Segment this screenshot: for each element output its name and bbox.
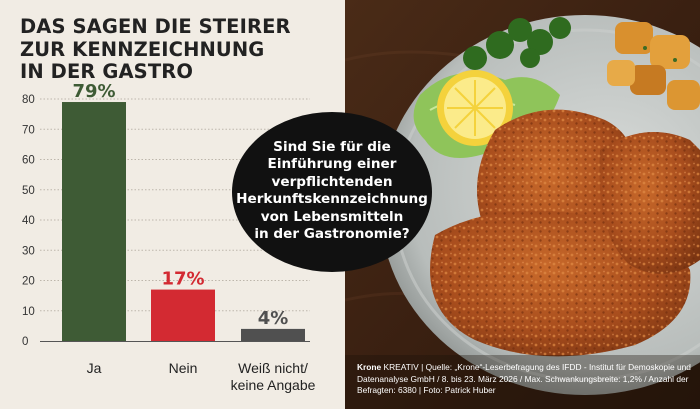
y-tick-label: 10 — [22, 306, 35, 318]
category-label: Ja — [87, 360, 102, 376]
source-credit: Krone KREATIV | Quelle: „Krone“-Leserbef… — [357, 362, 693, 397]
question-line: Sind Sie für die — [273, 138, 391, 155]
question-text: Sind Sie für die Einführung einer verpfl… — [236, 139, 428, 244]
question-line: Einführung einer — [267, 156, 397, 172]
question-line: Herkunftskennzeichnung — [236, 191, 428, 207]
title-line: DAS SAGEN DIE STEIRER — [20, 15, 291, 38]
category-label: Nein — [169, 360, 198, 376]
y-tick-label: 50 — [22, 185, 35, 197]
bar — [151, 289, 215, 341]
value-label: 79% — [72, 81, 115, 102]
y-tick-label: 80 — [22, 94, 35, 106]
bar — [62, 102, 126, 342]
y-tick-label: 20 — [22, 276, 35, 288]
chart-title: DAS SAGEN DIE STEIRER ZUR KENNZEICHNUNG … — [20, 15, 291, 84]
value-label: 17% — [161, 269, 204, 290]
category-label: Weiß nicht/ — [238, 360, 308, 376]
question-line: in der Gastronomie? — [254, 226, 410, 242]
brand-name: Krone — [357, 362, 382, 372]
question-line: verpflichtenden — [271, 173, 393, 190]
brand-suffix: KREATIV — [381, 362, 419, 372]
title-line: IN DER GASTRO — [20, 60, 194, 83]
category-label: keine Angabe — [231, 377, 316, 393]
credit-text: | Quelle: „Krone“-Leserbefragung des IFD… — [357, 362, 691, 396]
y-tick-label: 40 — [22, 215, 35, 227]
value-label: 4% — [258, 308, 289, 329]
bar — [241, 328, 305, 341]
y-tick-label: 60 — [22, 155, 35, 167]
y-tick-label: 30 — [22, 245, 35, 257]
question-line: von Lebensmitteln — [260, 208, 404, 225]
y-tick-label: 0 — [22, 336, 28, 348]
question-bubble: Sind Sie für die Einführung einer verpfl… — [232, 112, 432, 272]
title-line: ZUR KENNZEICHNUNG — [20, 37, 265, 61]
y-tick-label: 70 — [22, 124, 35, 136]
